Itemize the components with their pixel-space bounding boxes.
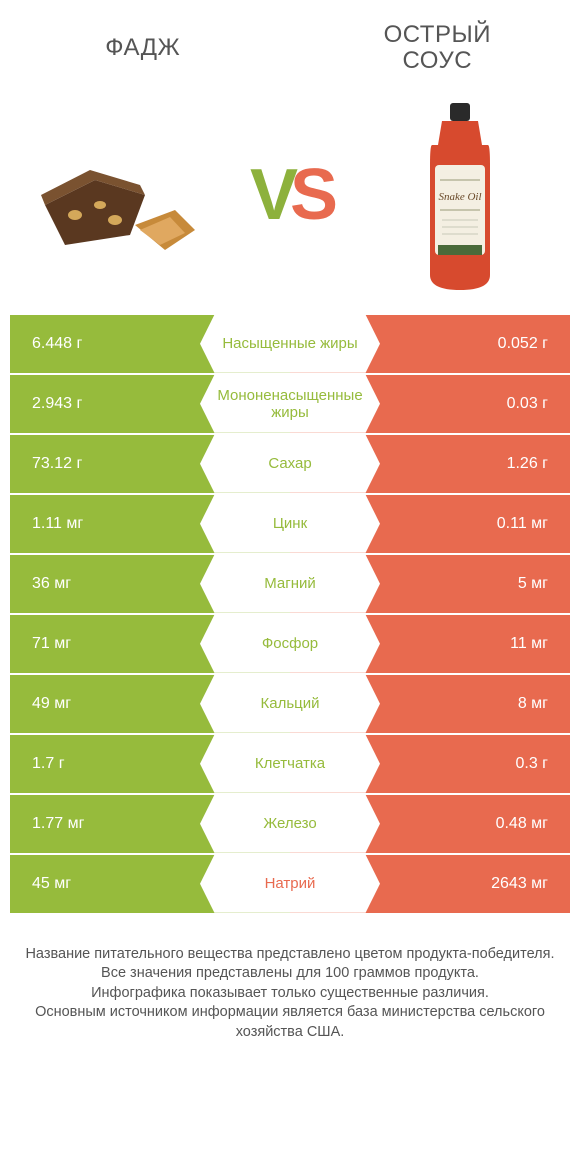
footer-line-2: Все значения представлены для 100 граммо… (20, 964, 560, 984)
right-value: 0.03 г (290, 375, 570, 433)
infographic-container: ФАДЖ ОСТРЫЙ СОУС VS (0, 0, 580, 1174)
left-value: 36 мг (10, 555, 290, 613)
left-value: 1.11 мг (10, 495, 290, 553)
vs-label: VS (250, 154, 330, 236)
table-row: 49 мг8 мгКальций (10, 675, 570, 733)
table-row: 1.77 мг0.48 мгЖелезо (10, 795, 570, 853)
svg-text:Snake Oil: Snake Oil (438, 191, 481, 203)
right-value: 5 мг (290, 555, 570, 613)
table-row: 71 мг11 мгФосфор (10, 615, 570, 673)
right-value: 8 мг (290, 675, 570, 733)
right-value: 0.11 мг (290, 495, 570, 553)
vs-s: S (290, 155, 330, 235)
left-food-title: ФАДЖ (20, 34, 265, 62)
right-value: 0.052 г (290, 315, 570, 373)
table-row: 2.943 г0.03 гМононенасыщенные жиры (10, 375, 570, 433)
hot-sauce-image: Snake Oil (370, 115, 550, 275)
left-value: 45 мг (10, 855, 290, 913)
left-value: 73.12 г (10, 435, 290, 493)
table-row: 1.11 мг0.11 мгЦинк (10, 495, 570, 553)
table-row: 6.448 г0.052 гНасыщенные жиры (10, 315, 570, 373)
left-value: 6.448 г (10, 315, 290, 373)
footer-line-3: Инфографика показывает только существенн… (20, 984, 560, 1004)
right-value: 1.26 г (290, 435, 570, 493)
table-row: 45 мг2643 мгНатрий (10, 855, 570, 913)
right-value: 0.3 г (290, 735, 570, 793)
left-value: 2.943 г (10, 375, 290, 433)
fudge-image (30, 115, 210, 275)
right-value: 11 мг (290, 615, 570, 673)
header: ФАДЖ ОСТРЫЙ СОУС (0, 0, 580, 85)
right-value: 2643 мг (290, 855, 570, 913)
left-value: 1.77 мг (10, 795, 290, 853)
vs-v: V (250, 155, 290, 235)
table-row: 1.7 г0.3 гКлетчатка (10, 735, 570, 793)
left-value: 71 мг (10, 615, 290, 673)
footer-line-4: Основным источником информации является … (20, 1003, 560, 1042)
table-row: 73.12 г1.26 гСахар (10, 435, 570, 493)
left-value: 49 мг (10, 675, 290, 733)
left-value: 1.7 г (10, 735, 290, 793)
footer-line-1: Название питательного вещества представл… (20, 945, 560, 965)
right-food-title: ОСТРЫЙ СОУС (315, 22, 560, 75)
comparison-table: 6.448 г0.052 гНасыщенные жиры2.943 г0.03… (0, 315, 580, 915)
images-row: VS Snake Oil (0, 85, 580, 315)
table-row: 36 мг5 мгМагний (10, 555, 570, 613)
footer-notes: Название питательного вещества представл… (0, 915, 580, 1063)
right-value: 0.48 мг (290, 795, 570, 853)
